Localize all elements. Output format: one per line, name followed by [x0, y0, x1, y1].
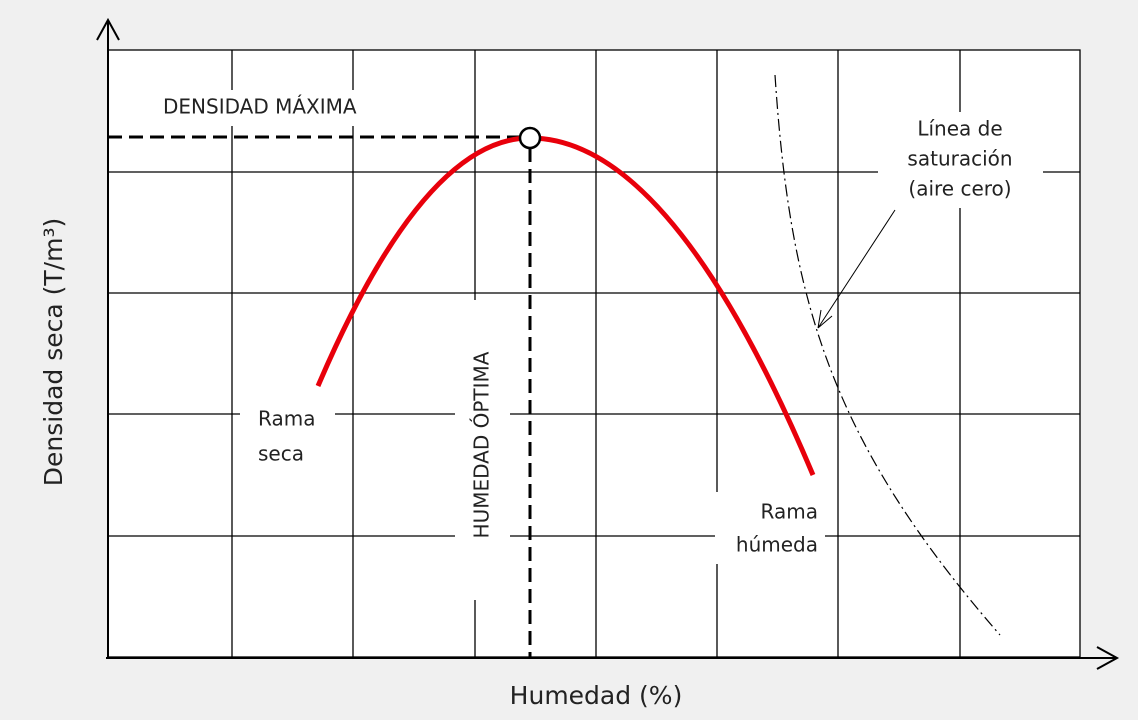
- saturation-label: saturación: [907, 147, 1012, 171]
- saturation-label: (aire cero): [908, 177, 1011, 201]
- saturation-line: [774, 74, 1001, 636]
- max-point: [518, 126, 542, 150]
- dry-branch-label: seca: [258, 442, 304, 466]
- dry-branch-label: Rama: [258, 407, 315, 431]
- label-backgrounds: [150, 90, 1043, 600]
- wet-branch-label: húmeda: [736, 533, 818, 557]
- y-axis-label: Densidad seca (T/m³): [39, 218, 68, 486]
- wet-branch-label: Rama: [761, 500, 818, 524]
- compaction-curve: [315, 135, 816, 476]
- optimum-guides: [108, 135, 532, 657]
- max-density-label: DENSIDAD MÁXIMA: [163, 95, 357, 119]
- axes: [96, 17, 1120, 670]
- saturation-label: Línea de: [917, 117, 1002, 141]
- saturation-arrow: [817, 209, 896, 329]
- optimum-moisture-label: HUMEDAD ÓPTIMA: [470, 351, 494, 538]
- x-axis-label: Humedad (%): [510, 681, 683, 710]
